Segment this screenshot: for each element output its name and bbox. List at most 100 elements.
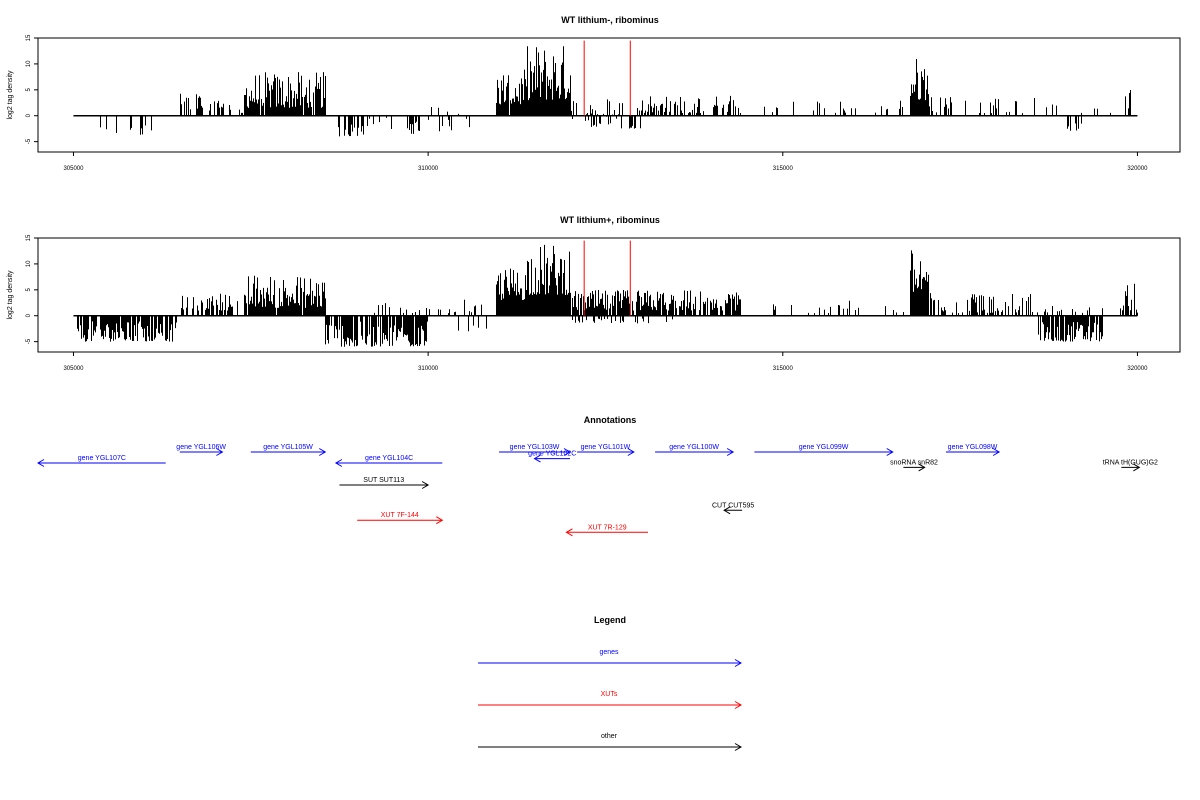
signal-region <box>929 97 952 116</box>
y-axis: 15 10 5 0 -5 <box>26 34 38 144</box>
track-title: WT lithium-, ribominus <box>561 15 659 25</box>
feature-label: gene YGL099W <box>799 444 849 451</box>
feature: gene YGL106W <box>176 444 226 456</box>
legend-label: genes <box>599 649 619 656</box>
feature-label: gene YGL100W <box>669 444 719 451</box>
track-panel-lithium-plus: WT lithium+, ribominus log2 tag density … <box>7 215 1181 372</box>
feature-label: gene YGL104C <box>365 455 413 462</box>
annotations-title: Annotations <box>584 415 637 425</box>
feature: CUT CUT595 <box>712 502 754 515</box>
y-tick-label: -5 <box>26 338 32 344</box>
arrow-head <box>421 481 430 489</box>
signal-region <box>641 95 741 116</box>
feature-list: gene YGL107C gene YGL106W gene YGL105W gene… <box>37 444 1158 537</box>
arrow-head <box>734 659 742 667</box>
signal-region <box>572 289 741 316</box>
arrow-head <box>1133 463 1141 472</box>
signal-region <box>244 72 326 116</box>
signal-region <box>571 101 592 121</box>
feature: gene YGL100W <box>655 444 735 456</box>
feature-label: XUT 7F-144 <box>381 512 419 519</box>
signal-region <box>496 69 528 116</box>
feature: gene YGL099W <box>754 444 894 456</box>
y-tick-label: 10 <box>26 260 32 267</box>
legend-label: other <box>601 733 618 740</box>
signal-region <box>338 115 364 137</box>
arrow-head <box>886 448 894 456</box>
signal-region <box>180 93 231 116</box>
plot-frame <box>37 37 1181 153</box>
y-tick-label: 15 <box>26 234 32 241</box>
signal-region <box>130 115 152 135</box>
y-tick-label: 5 <box>26 287 32 291</box>
arrow-head <box>533 454 541 463</box>
legend-panel: Legend genes XUTs other <box>478 615 742 751</box>
arrow-head <box>734 743 742 751</box>
arrow-head <box>565 528 573 537</box>
signal-region <box>77 315 177 342</box>
legend-entry: genes <box>478 649 742 667</box>
arrow-head <box>37 459 45 467</box>
feature: XUT 7F-144 <box>357 512 444 525</box>
feature: snoRNA snR82 <box>890 459 938 472</box>
signal-region <box>572 315 673 324</box>
x-tick-label: 310000 <box>418 366 439 372</box>
arrow-head <box>734 701 742 709</box>
x-tick-label: 305000 <box>63 166 84 172</box>
legend-label: XUTs <box>601 691 618 698</box>
feature-label: SUT SUT113 <box>363 477 404 484</box>
feature-label: gene YGL107C <box>78 455 126 462</box>
signal-region <box>527 244 571 316</box>
feature: tRNA tH(GUG)G2 <box>1103 459 1158 472</box>
arrow-head <box>723 506 731 515</box>
plot-frame <box>37 237 1181 353</box>
signal-region <box>764 101 852 116</box>
signal-region <box>325 315 428 347</box>
signal-region <box>965 97 1057 116</box>
arrow-head <box>563 448 571 456</box>
feature-label: gene YGL102C <box>528 451 576 458</box>
legend-title: Legend <box>594 615 626 625</box>
arrow-head <box>918 463 926 472</box>
signal-region <box>1136 309 1138 316</box>
arrow-head <box>319 448 327 456</box>
y-tick-label: 5 <box>26 87 32 91</box>
y-axis-label: log2 tag density <box>7 270 14 320</box>
x-tick-label: 315000 <box>773 366 794 372</box>
y-axis: 15 10 5 0 -5 <box>26 234 38 344</box>
legend-entry: other <box>478 733 742 751</box>
arrow-head <box>334 459 343 467</box>
feature-label: CUT CUT595 <box>712 502 754 509</box>
x-axis: 305000 310000 315000 320000 <box>63 352 1148 372</box>
feature: gene YGL103W <box>499 444 571 456</box>
signal-region <box>773 300 904 316</box>
feature-label: gene YGL106W <box>176 444 226 451</box>
y-tick-label: 0 <box>26 313 32 317</box>
y-tick-label: 15 <box>26 34 32 41</box>
signal-region <box>1081 108 1111 116</box>
y-tick-label: 10 <box>26 60 32 67</box>
signal-region <box>244 275 326 316</box>
legend-entry: XUTs <box>478 691 742 709</box>
signal-region <box>181 293 238 316</box>
feature: gene YGL107C <box>37 455 166 467</box>
signal-region <box>100 115 117 134</box>
feature-label: tRNA tH(GUG)G2 <box>1103 459 1158 466</box>
track-panel-lithium-minus: WT lithium-, ribominus log2 tag density … <box>7 15 1181 172</box>
x-tick-label: 320000 <box>1127 366 1148 372</box>
signal-region <box>1120 283 1135 316</box>
annotations-panel: Annotations gene YGL107C gene YGL106W gene… <box>37 415 1158 537</box>
legend-entries: genes XUTs other <box>478 649 742 751</box>
signal-bars <box>77 244 1138 347</box>
feature-label: gene YGL098W <box>948 444 998 451</box>
signal-region <box>428 107 470 132</box>
feature-label: XUT 7R-129 <box>588 524 627 531</box>
arrow-head <box>726 448 735 456</box>
x-tick-label: 310000 <box>418 166 439 172</box>
signal-region <box>1067 115 1082 131</box>
arrow-head <box>436 516 444 525</box>
y-tick-label: 0 <box>26 113 32 117</box>
signal-bars <box>100 46 1131 137</box>
signal-region <box>855 100 911 116</box>
